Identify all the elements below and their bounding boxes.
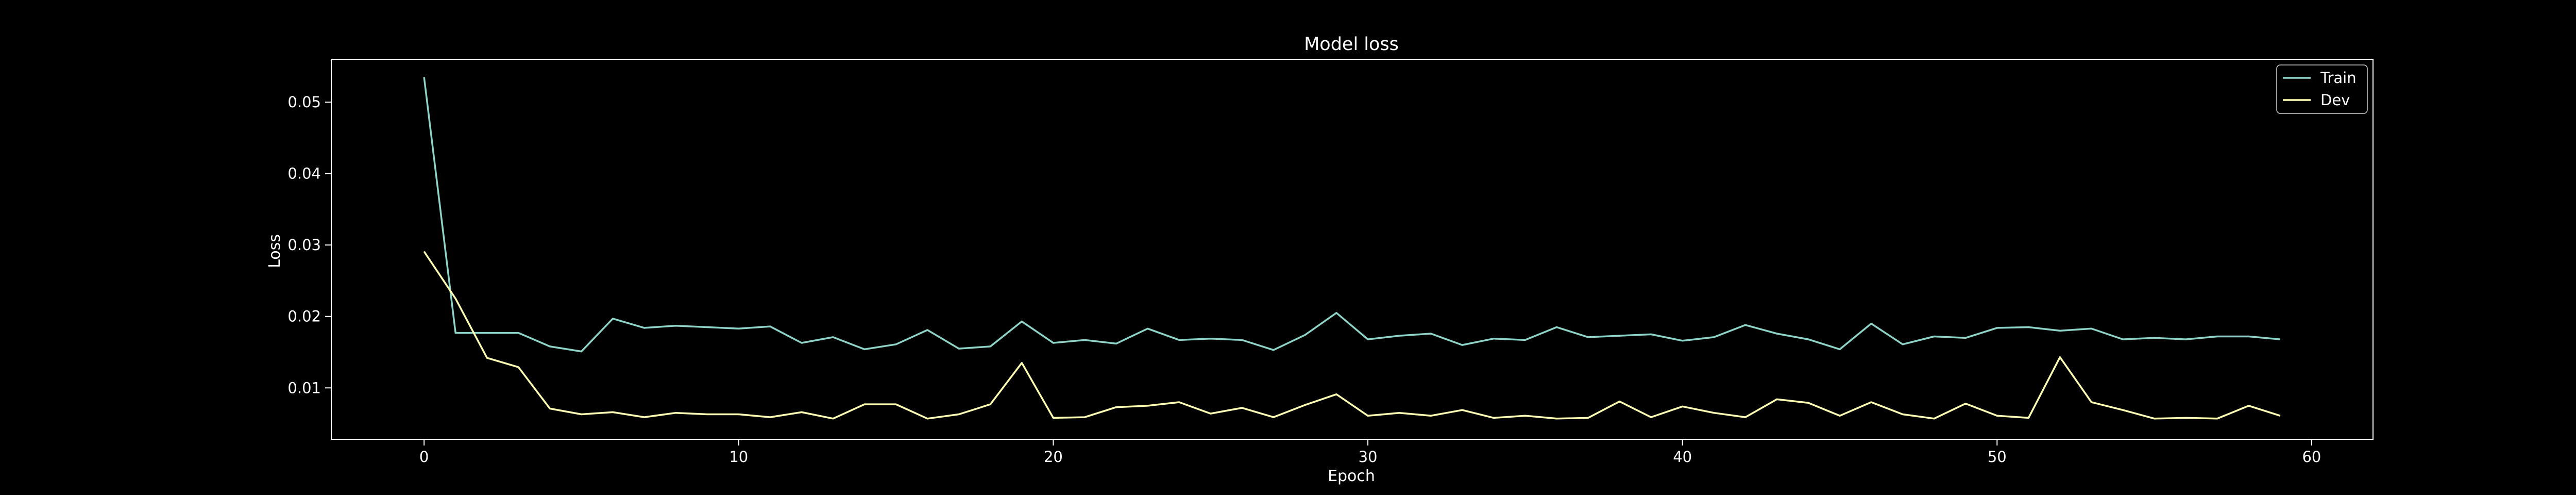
- y-tick-label: 0.05: [287, 93, 321, 111]
- x-axis-label: Epoch: [1328, 467, 1375, 485]
- plot-frame: [331, 59, 2374, 440]
- plot-lines: [423, 77, 2281, 420]
- chart-title: Model loss: [1304, 34, 1399, 55]
- legend-label-train: Train: [2320, 69, 2357, 87]
- y-tick-label: 0.03: [287, 236, 321, 254]
- legend: Train Dev: [2276, 64, 2368, 114]
- x-tick-label: 0: [419, 448, 429, 466]
- series-line-dev: [423, 251, 2281, 420]
- y-tick-label: 0.02: [287, 308, 321, 325]
- legend-label-dev: Dev: [2320, 91, 2350, 109]
- y-tick-label: 0.01: [287, 379, 321, 397]
- x-tick-label: 40: [1673, 448, 1692, 466]
- x-tick-label: 30: [1359, 448, 1378, 466]
- x-tick-label: 50: [1988, 448, 2007, 466]
- x-tick-label: 20: [1044, 448, 1063, 466]
- x-tick-label: 60: [2302, 448, 2321, 466]
- x-tick-label: 10: [729, 448, 748, 466]
- y-axis-label: Loss: [266, 234, 284, 268]
- y-tick-label: 0.04: [287, 165, 321, 183]
- axis-ticks: 0 10 20 30 40 50 60 0.01 0.02 0.03 0.04 0.05: [287, 93, 2321, 466]
- series-line-train: [423, 77, 2281, 353]
